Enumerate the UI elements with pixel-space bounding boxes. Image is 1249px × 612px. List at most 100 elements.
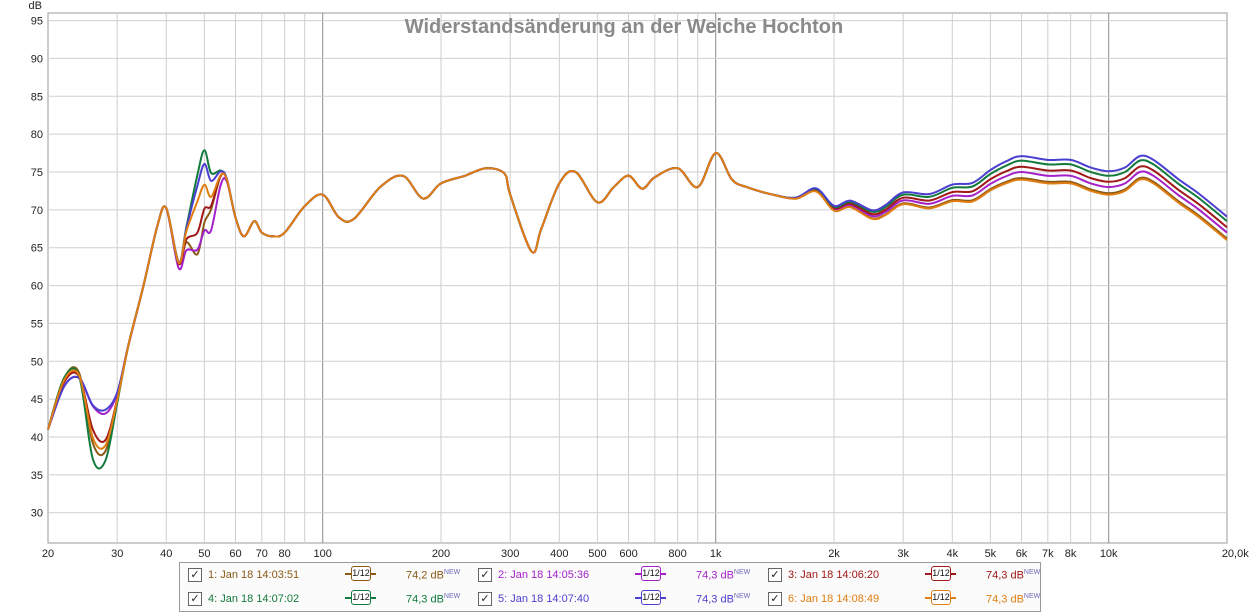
series-visibility-checkbox[interactable]: ✓ bbox=[768, 592, 782, 606]
x-tick-label: 6k bbox=[1016, 548, 1028, 560]
smoothing-line-swatch bbox=[925, 597, 932, 599]
legend-level-readout: 74,3 dBNEW bbox=[986, 593, 1040, 606]
level-value: 74,3 dB bbox=[696, 569, 734, 582]
legend-level-readout: 74,3 dBNEW bbox=[696, 593, 750, 606]
smoothing-line-swatch bbox=[635, 597, 642, 599]
series-visibility-checkbox[interactable]: ✓ bbox=[188, 592, 202, 606]
series-visibility-checkbox[interactable]: ✓ bbox=[768, 568, 782, 582]
legend-level-readout: 74,3 dBNEW bbox=[986, 569, 1040, 582]
smoothing-selector[interactable]: 1/12 bbox=[345, 590, 376, 605]
y-tick-label: 80 bbox=[31, 129, 43, 141]
x-tick-label: 60 bbox=[229, 548, 241, 560]
x-tick-label: 800 bbox=[668, 548, 686, 560]
x-tick-label: 200 bbox=[432, 548, 450, 560]
x-axis-ticks: 20 30 40 50 60 70 80 100 200 300 400 500 600 800 1k 2k 3… bbox=[42, 548, 1249, 560]
y-axis-unit-label: dB bbox=[29, 0, 42, 12]
legend-level-readout: 74,3 dBNEW bbox=[406, 593, 460, 606]
smoothing-selector[interactable]: 1/12 bbox=[925, 590, 956, 605]
legend-level-readout: 74,2 dBNEW bbox=[406, 569, 460, 582]
smoothing-label: 1/12 bbox=[641, 566, 661, 581]
smoothing-line-swatch bbox=[345, 597, 352, 599]
x-tick-label: 70 bbox=[256, 548, 268, 560]
legend-series-name: 3: Jan 18 14:06:20 bbox=[788, 569, 880, 581]
x-tick-label: 50 bbox=[198, 548, 210, 560]
legend-item: ✓ 1: Jan 18 14:03:51 1/12 74,2 dBNEW bbox=[180, 563, 470, 587]
legend-series-name: 2: Jan 18 14:05:36 bbox=[498, 569, 590, 581]
smoothing-line-swatch bbox=[659, 573, 666, 575]
legend-series-name: 4: Jan 18 14:07:02 bbox=[208, 593, 300, 605]
y-tick-label: 85 bbox=[31, 91, 43, 103]
x-tick-label: 100 bbox=[314, 548, 332, 560]
legend-row: ✓ 1: Jan 18 14:03:51 1/12 74,2 dBNEW ✓ 2: Jan… bbox=[180, 563, 1040, 587]
level-value: 74,3 dB bbox=[986, 569, 1024, 582]
y-tick-label: 30 bbox=[31, 508, 43, 520]
y-tick-label: 35 bbox=[31, 470, 43, 482]
level-value: 74,3 dB bbox=[406, 593, 444, 606]
horizontal-gridlines bbox=[48, 20, 1227, 514]
legend-row: ✓ 4: Jan 18 14:07:02 1/12 74,3 dBNEW ✓ 5: Jan… bbox=[180, 587, 1040, 611]
x-tick-label: 8k bbox=[1065, 548, 1077, 560]
y-tick-label: 50 bbox=[31, 356, 43, 368]
smoothing-line-swatch bbox=[949, 573, 956, 575]
y-axis-ticks: 30 35 40 45 50 55 60 65 70 75 80 85 90 95 bbox=[31, 16, 43, 520]
smoothing-line-swatch bbox=[949, 597, 956, 599]
legend-series-name: 5: Jan 18 14:07:40 bbox=[498, 593, 590, 605]
y-tick-label: 45 bbox=[31, 394, 43, 406]
y-tick-label: 95 bbox=[31, 16, 43, 28]
series-lines bbox=[47, 149, 1228, 470]
smoothing-label: 1/12 bbox=[351, 590, 371, 605]
x-tick-label: 400 bbox=[550, 548, 568, 560]
x-tick-label: 30 bbox=[111, 548, 123, 560]
level-value: 74,3 dB bbox=[986, 593, 1024, 606]
smoothing-line-swatch bbox=[925, 573, 932, 575]
smoothing-selector[interactable]: 1/12 bbox=[635, 590, 666, 605]
smoothing-line-swatch bbox=[345, 573, 352, 575]
new-tag: NEW bbox=[733, 569, 751, 576]
legend-level-readout: 74,3 dBNEW bbox=[696, 569, 750, 582]
new-tag: NEW bbox=[443, 569, 461, 576]
series-visibility-checkbox[interactable]: ✓ bbox=[478, 568, 492, 582]
x-tick-label: 500 bbox=[588, 548, 606, 560]
smoothing-selector[interactable]: 1/12 bbox=[345, 566, 376, 581]
x-tick-label: 10k bbox=[1100, 548, 1118, 560]
x-tick-label: 1k bbox=[710, 548, 722, 560]
level-value: 74,2 dB bbox=[406, 569, 444, 582]
x-tick-label: 20 bbox=[42, 548, 54, 560]
smoothing-line-swatch bbox=[635, 573, 642, 575]
x-tick-label: 4k bbox=[946, 548, 958, 560]
level-value: 74,3 dB bbox=[696, 593, 734, 606]
smoothing-selector[interactable]: 1/12 bbox=[635, 566, 666, 581]
legend-item: ✓ 4: Jan 18 14:07:02 1/12 74,3 dBNEW bbox=[180, 587, 470, 611]
series-visibility-checkbox[interactable]: ✓ bbox=[188, 568, 202, 582]
y-tick-label: 60 bbox=[31, 281, 43, 293]
plot-area bbox=[47, 12, 1228, 544]
y-tick-label: 40 bbox=[31, 432, 43, 444]
chart-title: Widerstandsänderung an der Weiche Hochto… bbox=[405, 16, 843, 38]
vertical-gridlines bbox=[116, 13, 1110, 543]
y-tick-label: 55 bbox=[31, 318, 43, 330]
x-tick-label: 5k bbox=[985, 548, 997, 560]
legend-item: ✓ 6: Jan 18 14:08:49 1/12 74,3 dBNEW bbox=[760, 587, 1050, 611]
x-tick-label: 80 bbox=[278, 548, 290, 560]
x-tick-label: 7k bbox=[1042, 548, 1054, 560]
smoothing-label: 1/12 bbox=[641, 590, 661, 605]
y-tick-label: 65 bbox=[31, 243, 43, 255]
y-tick-label: 90 bbox=[31, 53, 43, 65]
smoothing-selector[interactable]: 1/12 bbox=[925, 566, 956, 581]
series-line-6 bbox=[47, 152, 1228, 450]
new-tag: NEW bbox=[733, 593, 751, 600]
smoothing-line-swatch bbox=[659, 597, 666, 599]
y-tick-label: 70 bbox=[31, 205, 43, 217]
smoothing-label: 1/12 bbox=[931, 566, 951, 581]
legend: ✓ 1: Jan 18 14:03:51 1/12 74,2 dBNEW ✓ 2: Jan… bbox=[179, 562, 1041, 612]
x-tick-label: 3k bbox=[897, 548, 909, 560]
x-tick-label: 600 bbox=[619, 548, 637, 560]
new-tag: NEW bbox=[1023, 593, 1041, 600]
series-visibility-checkbox[interactable]: ✓ bbox=[478, 592, 492, 606]
legend-item: ✓ 5: Jan 18 14:07:40 1/12 74,3 dBNEW bbox=[470, 587, 760, 611]
smoothing-line-swatch bbox=[369, 597, 376, 599]
x-tick-label: 300 bbox=[501, 548, 519, 560]
legend-series-name: 1: Jan 18 14:03:51 bbox=[208, 569, 300, 581]
smoothing-label: 1/12 bbox=[351, 566, 371, 581]
